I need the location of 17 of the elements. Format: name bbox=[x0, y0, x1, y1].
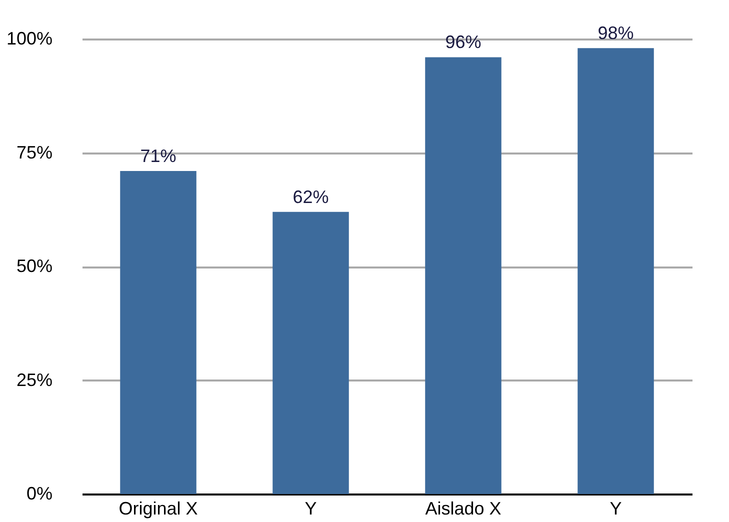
y-tick-label: 75% bbox=[16, 142, 52, 162]
bar bbox=[425, 57, 502, 494]
y-tick-label: 25% bbox=[16, 370, 52, 390]
data-label: 71% bbox=[140, 146, 176, 166]
y-tick-label: 50% bbox=[16, 256, 52, 276]
bar bbox=[578, 48, 654, 494]
x-tick-label: Original X bbox=[118, 498, 198, 518]
data-label: 62% bbox=[292, 186, 329, 207]
data-label: 96% bbox=[445, 32, 482, 52]
y-tick-label: 0% bbox=[26, 484, 52, 504]
data-label: 98% bbox=[598, 23, 634, 44]
x-tick-label: Aislado X bbox=[425, 498, 502, 518]
y-tick-label: 100% bbox=[6, 28, 52, 48]
x-tick-label: Y bbox=[304, 498, 317, 518]
x-tick-label: Y bbox=[610, 498, 622, 518]
bar bbox=[120, 170, 196, 494]
bar bbox=[272, 212, 349, 494]
